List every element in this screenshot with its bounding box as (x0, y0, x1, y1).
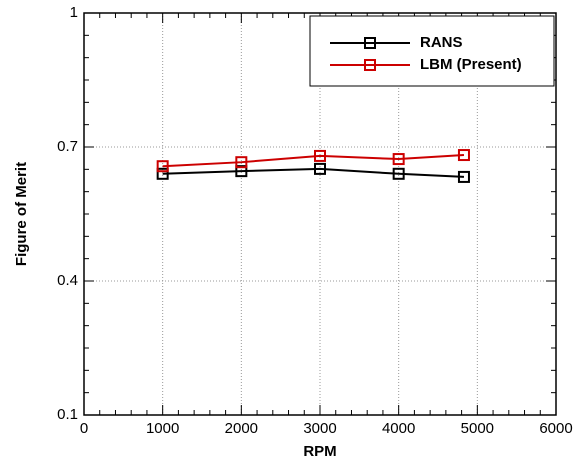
marker (314, 162, 326, 175)
marker (235, 165, 248, 178)
marker (364, 37, 376, 49)
marker (457, 149, 470, 162)
y-tick-label: 0.4 (57, 272, 78, 289)
marker (156, 160, 169, 173)
x-tick-label: 2000 (225, 420, 258, 437)
x-tick-label: 3000 (303, 420, 336, 437)
x-tick-label: 1000 (146, 420, 179, 437)
marker (392, 167, 405, 180)
marker (156, 167, 169, 180)
legend-box (309, 15, 555, 87)
y-tick-label: 1 (70, 4, 78, 21)
series-line (162, 167, 465, 178)
marker (314, 149, 326, 162)
x-tick-label: 0 (80, 420, 88, 437)
y-tick-label: 0.1 (57, 406, 78, 423)
y-axis-label: Figure of Merit (13, 162, 30, 266)
legend-label: RANS (420, 34, 463, 51)
marker (235, 156, 248, 169)
x-tick-label: 6000 (539, 420, 572, 437)
marker (392, 153, 405, 166)
x-tick-label: 5000 (461, 420, 494, 437)
y-tick-label: 0.7 (57, 138, 78, 155)
series-line (162, 154, 465, 168)
x-axis-label: RPM (303, 443, 336, 460)
legend-label: LBM (Present) (420, 56, 522, 73)
x-tick-label: 4000 (382, 420, 415, 437)
plot-frame (83, 12, 557, 416)
marker (364, 59, 376, 71)
marker (457, 170, 470, 183)
